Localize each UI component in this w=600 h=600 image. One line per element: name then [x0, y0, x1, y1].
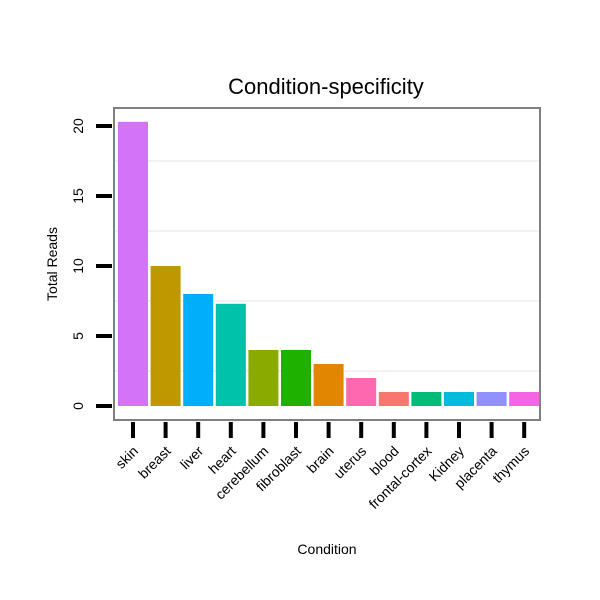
- bar-breast: [150, 266, 181, 406]
- bar-skin: [118, 121, 148, 407]
- x-tick-label: breast: [135, 443, 174, 482]
- bar-frontal-cortex: [411, 392, 442, 406]
- x-tick-label: thymus: [489, 443, 532, 486]
- y-tick-label: 20: [70, 118, 86, 134]
- x-axis-title: Condition: [297, 541, 356, 557]
- y-tick-label: 10: [70, 258, 86, 274]
- bar-kidney: [444, 392, 474, 406]
- x-tick-label: liver: [177, 443, 207, 473]
- x-tick-label: uterus: [330, 443, 369, 482]
- y-tick-label: 0: [70, 402, 86, 410]
- bar-brain: [313, 364, 344, 406]
- bar-blood: [378, 392, 409, 406]
- chart-title: Condition-specificity: [228, 74, 424, 99]
- y-axis: 0 5 10 15 20: [70, 118, 112, 410]
- bar-liver: [183, 294, 214, 406]
- y-tick-label: 15: [70, 188, 86, 204]
- y-tick-label: 5: [70, 332, 86, 340]
- bar-placenta: [476, 392, 507, 406]
- bar-cerebellum: [248, 350, 279, 406]
- bar-uterus: [346, 378, 377, 406]
- bar-heart: [215, 303, 246, 406]
- y-axis-title: Total Reads: [44, 227, 60, 301]
- bar-fibroblast: [281, 350, 311, 406]
- bar-thymus: [509, 392, 540, 406]
- bars: [118, 121, 540, 407]
